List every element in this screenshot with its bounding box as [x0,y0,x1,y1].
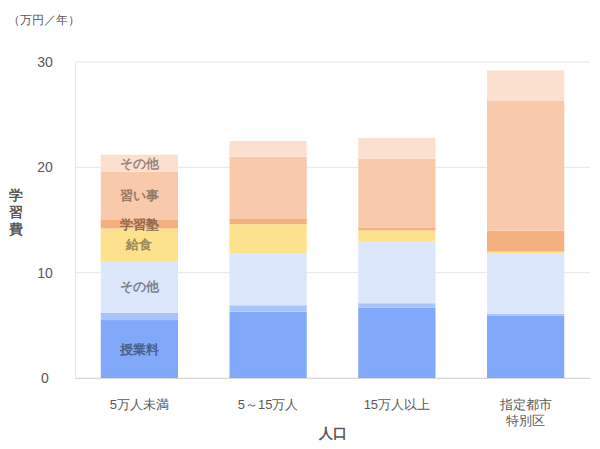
y-axis: 0 10 20 30 [37,54,75,386]
series [101,307,565,378]
bar-segment [101,320,178,378]
bar-segment [230,219,307,224]
series [101,70,565,171]
grid [75,62,590,378]
bar-segment [101,155,178,172]
x-tick-label-line: 5～15万人 [238,397,299,412]
x-axis-line [76,378,591,379]
series-label: その他 [120,279,160,294]
series [101,101,565,231]
y-tick: 10 [37,265,75,281]
y-tick: 30 [37,54,75,70]
bar-segment [358,138,435,159]
series-label: 給食 [125,237,152,252]
subtitle: （万円／年） [8,13,80,27]
bar-segment [101,261,178,313]
series-label: 学習塾 [120,217,159,232]
y-tick: 0 [41,370,75,386]
bar-segment [358,241,435,303]
bar-segment [230,254,307,306]
series-label: 習い事 [120,188,159,203]
bar-segment [487,254,564,314]
y-tick-label: 30 [37,54,53,70]
bar-segment [487,252,564,254]
chart: 授業料その他給食学習塾習い事その他01020305万人未満5～15万人15万人以… [0,0,600,449]
x-tick-label-line: 15万人以上 [364,397,430,412]
bar-segment [230,141,307,157]
bar-segment [487,231,564,252]
series-label: その他 [120,156,160,171]
x-tick-label-line: 特別区 [506,413,545,428]
x-tick-label: 指定都市特別区 [499,397,552,428]
x-tick: 5万人未満 [110,378,169,412]
x-tick: 15万人以上 [364,378,430,412]
bar-segment [101,172,178,220]
y-tick-label: 0 [41,370,49,386]
x-tick-label: 5万人未満 [110,397,169,412]
x-axis: 5万人未満 5～15万人 15万人以上 指定都市特別区 [76,378,591,428]
bar-segment [487,314,564,316]
y-axis-title-char: 習 [9,204,23,220]
bar-segment [487,316,564,378]
bar-segment [358,227,435,230]
bar-segment [358,159,435,227]
y-axis-title-char: 費 [8,221,23,237]
x-tick-label-line: 5万人未満 [110,397,169,412]
series-labels: 授業料その他給食学習塾習い事その他 [119,156,160,357]
bar-segment [358,231,435,242]
x-tick: 指定都市特別区 [499,378,552,428]
bar-segment [230,157,307,219]
bar-segment [230,224,307,253]
grid-line [75,62,590,63]
y-axis-line [75,63,76,379]
bar-segment [230,305,307,311]
y-axis-title: 学習費 [8,187,23,237]
y-tick: 20 [37,159,75,175]
bar-segment [487,101,564,231]
y-axis-title-char: 学 [9,187,23,203]
x-tick: 5～15万人 [238,378,299,412]
series-label: 授業料 [119,342,159,357]
bar-segment [358,307,435,378]
y-tick-label: 20 [37,159,53,175]
x-tick-label: 5～15万人 [238,397,299,412]
bars [101,70,565,378]
bar-segment [101,313,178,320]
bar-segment [230,312,307,378]
bar-segment [101,228,178,261]
bar-segment [487,70,564,101]
x-tick-label: 15万人以上 [364,397,430,412]
x-tick-label-line: 指定都市 [499,397,552,412]
x-axis-title: 人口 [318,425,347,441]
y-tick-label: 10 [37,265,53,281]
chart-container: 授業料その他給食学習塾習い事その他01020305万人未満5～15万人15万人以… [0,0,600,449]
bar-segment [358,303,435,307]
